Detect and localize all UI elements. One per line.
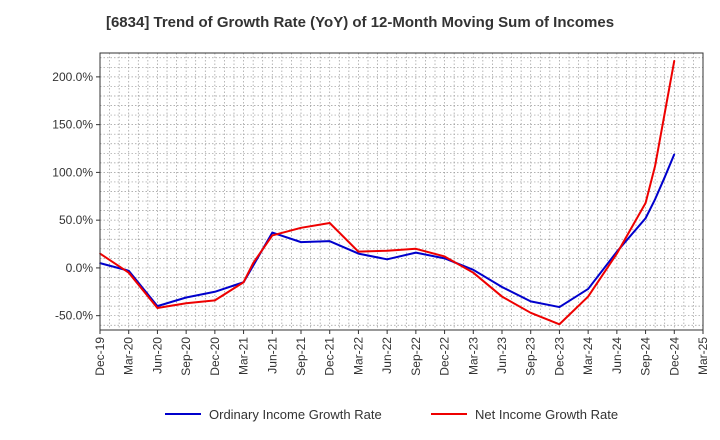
data-point: [415, 251, 417, 254]
data-point: [252, 262, 254, 264]
x-tick-label: Jun-20: [150, 337, 164, 374]
data-point: [300, 241, 302, 243]
data-point: [501, 286, 503, 288]
data-point: [386, 249, 388, 252]
data-point: [644, 202, 647, 204]
data-point: [328, 240, 331, 242]
data-point: [616, 252, 618, 255]
data-point: [644, 217, 647, 220]
data-point: [185, 302, 187, 305]
grid-layer: [99, 53, 704, 330]
data-point: [529, 312, 532, 314]
x-tick-label: Mar-20: [122, 337, 136, 375]
x-tick-label: Dec-24: [667, 337, 681, 376]
data-point: [529, 300, 532, 303]
data-point: [127, 271, 130, 274]
data-point: [357, 250, 360, 253]
plot-frame: [99, 52, 704, 331]
y-tick-label: 150.0%: [52, 118, 93, 132]
legend: Ordinary Income Growth Rate Net Income Gr…: [165, 407, 618, 422]
y-tick-label: 50.0%: [59, 213, 93, 227]
x-tick-label: Sep-21: [294, 337, 308, 376]
x-tick-label: Jun-23: [495, 337, 509, 374]
y-tick-label: -50.0%: [55, 309, 93, 323]
x-tick-label: Mar-25: [696, 337, 710, 375]
series-line: [99, 60, 676, 326]
axis-layer: -50.0% 0.0% 50.0% 100.0% 150.0% 200.0% Dec-19 M…: [52, 52, 710, 376]
data-point: [654, 198, 656, 200]
x-tick-label: Mar-21: [237, 337, 251, 375]
data-point: [558, 306, 561, 308]
data-point: [663, 176, 666, 178]
data-point: [415, 248, 417, 250]
data-point: [300, 227, 302, 229]
x-tick-label: Dec-19: [93, 337, 107, 376]
x-tick-label: Sep-24: [639, 337, 653, 376]
data-point: [673, 153, 676, 156]
data-point: [127, 269, 130, 272]
data-point: [472, 269, 475, 271]
x-tick-label: Dec-23: [552, 337, 566, 376]
x-tick-label: Jun-24: [610, 337, 624, 374]
data-point: [663, 112, 666, 114]
x-tick-label: Mar-24: [581, 337, 595, 375]
x-tick-label: Sep-22: [409, 337, 423, 376]
data-point: [654, 164, 656, 167]
data-point: [443, 255, 446, 258]
data-point: [386, 258, 388, 261]
data-point: [501, 295, 503, 298]
data-point: [357, 252, 360, 255]
data-point: [271, 234, 274, 237]
data-point: [587, 288, 589, 290]
x-tick-label: Jun-21: [265, 337, 279, 374]
data-point: [214, 299, 216, 302]
legend-label: Net Income Growth Rate: [475, 407, 618, 422]
data-point: [443, 257, 446, 260]
legend-label: Ordinary Income Growth Rate: [209, 407, 382, 422]
x-tick-label: Mar-23: [466, 337, 480, 375]
y-tick-label: 100.0%: [52, 165, 93, 179]
data-point: [242, 281, 245, 284]
data-point: [271, 231, 274, 234]
x-tick-label: Dec-21: [323, 337, 337, 376]
data-point: [587, 295, 589, 298]
data-point: [156, 307, 159, 309]
y-tick-label: 0.0%: [66, 261, 94, 275]
data-point: [472, 271, 475, 274]
x-tick-label: Sep-23: [524, 337, 538, 376]
data-point: [673, 59, 676, 62]
data-point: [185, 296, 187, 299]
y-tick-label: 200.0%: [52, 70, 93, 84]
x-tick-label: Sep-20: [179, 337, 193, 376]
x-tick-label: Dec-22: [438, 337, 452, 376]
data-point: [328, 222, 331, 224]
data-point: [214, 290, 216, 293]
x-tick-label: Mar-22: [351, 337, 365, 375]
series-layer: [99, 59, 676, 326]
x-tick-label: Dec-20: [208, 337, 222, 376]
data-point: [558, 323, 561, 326]
x-tick-label: Jun-22: [380, 337, 394, 374]
chart-title: [6834] Trend of Growth Rate (YoY) of 12-…: [105, 14, 615, 31]
